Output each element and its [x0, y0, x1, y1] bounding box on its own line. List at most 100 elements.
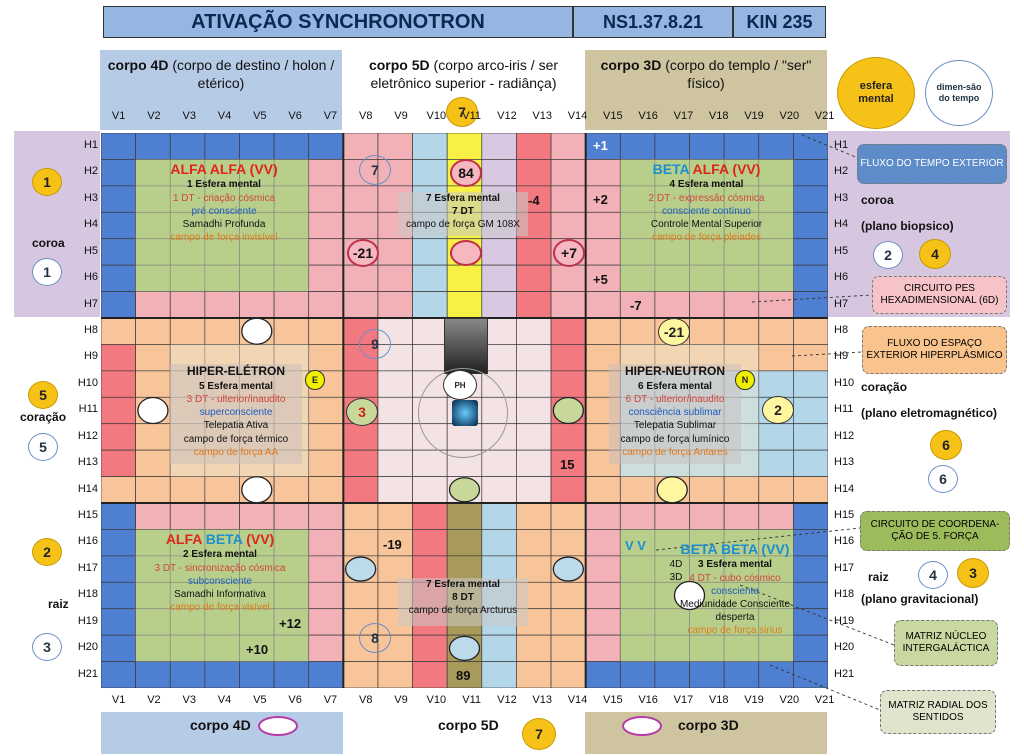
- note-connectors: [655, 134, 895, 711]
- col-bottom-v12: V12: [497, 694, 517, 706]
- grid-cell: [342, 211, 379, 240]
- grid-cell: [342, 502, 379, 530]
- grid-cell: [758, 317, 794, 345]
- footer-number-circle: 7: [522, 718, 556, 750]
- left-coroa-label: coroa: [32, 236, 65, 250]
- grid-cell: [204, 634, 240, 662]
- grid-cell: [308, 264, 344, 292]
- cell-7: 7: [359, 155, 391, 185]
- grid-cell: [273, 608, 310, 636]
- grid-cell: [169, 581, 206, 610]
- grid-cell: [273, 529, 310, 557]
- grid-cell: [585, 555, 621, 583]
- quadrant-overlay: [620, 159, 794, 292]
- grid-cell: [204, 238, 240, 266]
- grid-cell: [204, 476, 240, 504]
- col-top-v17: V17: [673, 110, 694, 122]
- cell-minus-7: -7: [630, 298, 642, 313]
- grid-cell: [723, 185, 760, 213]
- grid-cell: [101, 185, 136, 213]
- grid-cell: [793, 370, 828, 398]
- col-bottom-v13: V13: [532, 694, 552, 706]
- right-raiz-plane: (plano gravitacional): [861, 592, 979, 606]
- col-top-v2: V2: [147, 110, 161, 122]
- cell-15: 15: [560, 457, 575, 472]
- grid-cell: [239, 529, 275, 557]
- row-left-h8: H8: [83, 324, 98, 336]
- grid-cell: [412, 159, 448, 187]
- grid-cell: [101, 370, 136, 398]
- grid-cell: [446, 529, 483, 557]
- grid-cell: [135, 317, 171, 345]
- grid-cell: [308, 291, 344, 319]
- grid-cell: [585, 608, 621, 636]
- grid-cell: [308, 529, 344, 557]
- grid-cell: [481, 661, 517, 688]
- col-top-v8: V8: [358, 110, 373, 122]
- grid-cell: [723, 264, 760, 292]
- grid-cell: [516, 449, 552, 477]
- grid-cell: [101, 502, 136, 530]
- grid-cell: [516, 317, 552, 345]
- right-coracao-yellow: 6: [930, 430, 962, 460]
- grid-cell: [135, 370, 171, 398]
- col-top-v10: V10: [426, 110, 447, 122]
- grid-cell: [204, 555, 240, 583]
- left-coroa-zone: [14, 131, 100, 317]
- grid-cell: [689, 185, 725, 213]
- white-circle-3d: [673, 580, 706, 611]
- panel-beta-beta: BETA BETA (VV) 3 Esfera mental 4 DT - cu…: [679, 541, 791, 637]
- grid-cell: [308, 502, 344, 530]
- grid-cell: [793, 555, 828, 583]
- green-circle-center: [448, 477, 481, 503]
- grid-cell: [101, 238, 136, 266]
- footer-4d: [101, 712, 343, 754]
- synchronotron-grid: [101, 133, 828, 688]
- grid-cell: [412, 449, 448, 477]
- grid-cell: [273, 502, 310, 530]
- grid-cell: [135, 555, 171, 583]
- grid-cell: [689, 238, 725, 266]
- grid-cell: [101, 344, 136, 372]
- grid-cell: [342, 449, 379, 477]
- grid-cell: [619, 264, 656, 292]
- grid-cell: [481, 133, 517, 160]
- grid-cell: [412, 529, 448, 557]
- grid-cell: [342, 661, 379, 688]
- grid-cell: [619, 502, 656, 530]
- cell-minus-19: -19: [383, 537, 402, 552]
- grid-cell: [169, 291, 206, 319]
- grid-cell: [204, 581, 240, 610]
- legend-esfera-mental: esfera mental: [837, 57, 915, 129]
- grid-cell: [412, 264, 448, 292]
- row-right-h6: H6: [834, 271, 849, 284]
- grid-cell: [169, 159, 206, 187]
- grid-cell: [723, 238, 760, 266]
- eye-icon-right: [622, 716, 662, 736]
- grid-cell: [412, 555, 448, 583]
- blue-circle-2: [552, 556, 585, 582]
- grid-cell: [516, 502, 552, 530]
- grid-cell: [654, 661, 690, 688]
- title-bar: ATIVAÇÃO SYNCHRONOTRON: [103, 6, 573, 38]
- col-bottom-v17: V17: [673, 694, 694, 706]
- row-left-h19: H19: [77, 614, 98, 627]
- col-top-v14: V14: [567, 110, 588, 122]
- grid-cell: [550, 423, 587, 451]
- row-left-h18: H18: [77, 588, 98, 601]
- grid-cell: [273, 238, 310, 266]
- left-raiz-yellow: 2: [32, 538, 62, 566]
- cell-h5-center: [450, 240, 482, 266]
- row-right-h18: H18: [834, 588, 855, 601]
- grid-cell: [169, 211, 206, 240]
- grid-cell: [135, 449, 171, 477]
- grid-cell: [758, 529, 794, 557]
- quadrant-overlay: [135, 529, 309, 662]
- grid-cell: [342, 370, 379, 398]
- grid-cell: [377, 238, 413, 266]
- grid-cell: [342, 529, 379, 557]
- grid-cell: [169, 634, 206, 662]
- grid-cell: [550, 476, 587, 504]
- grid-cell: [654, 555, 690, 583]
- grid-cell: [654, 159, 690, 187]
